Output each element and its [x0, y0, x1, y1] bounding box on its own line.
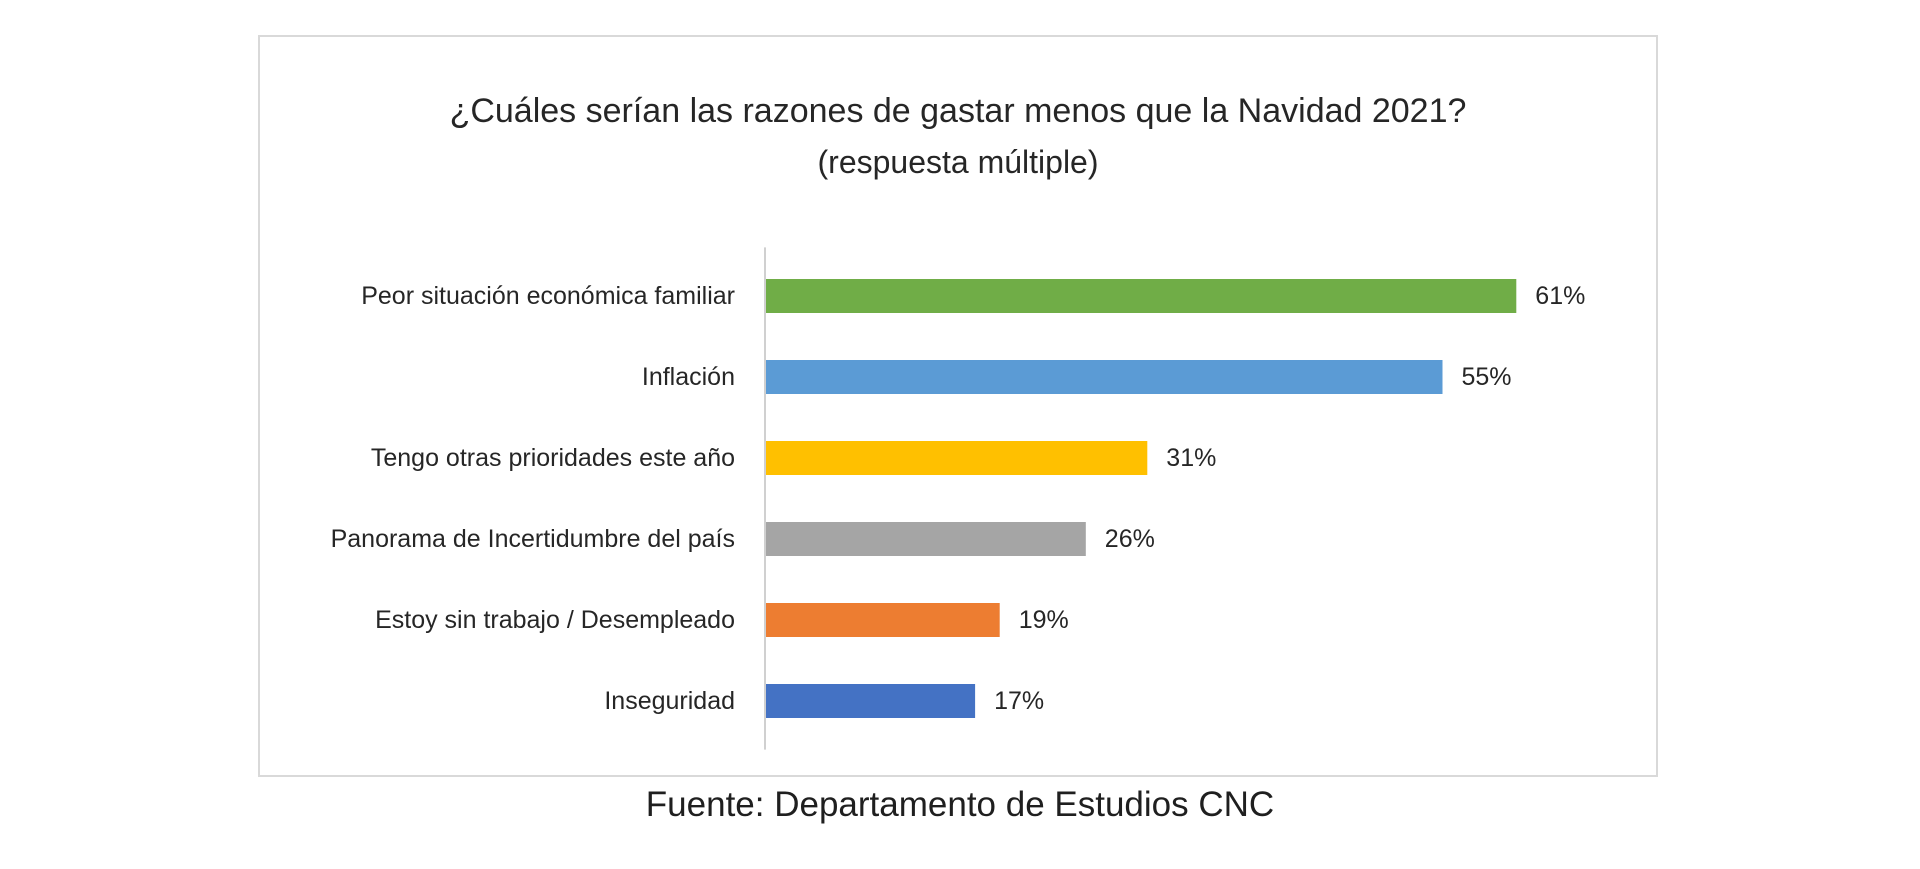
category-label: Inflación [642, 363, 735, 391]
category-label: Tengo otras prioridades este año [371, 444, 735, 472]
source-note: Fuente: Departamento de Estudios CNC [645, 785, 1275, 824]
category-label: Panorama de Incertidumbre del país [331, 525, 735, 553]
bar [766, 441, 1148, 475]
data-label: 17% [994, 687, 1044, 715]
category-label: Peor situación económica familiar [361, 282, 735, 310]
bar [766, 522, 1086, 556]
chart-subtitle: (respuesta múltiple) [817, 144, 1099, 180]
bar [766, 279, 1517, 313]
data-label: 19% [1019, 606, 1069, 634]
chart-frame: ¿Cuáles serían las razones de gastar men… [258, 35, 1658, 777]
bars-group: Peor situación económica familiar 61% Infl… [331, 279, 1585, 718]
data-label: 61% [1535, 282, 1585, 310]
data-label: 26% [1105, 525, 1155, 553]
chart-title: ¿Cuáles serían las razones de gastar men… [449, 92, 1467, 130]
data-label: 31% [1166, 444, 1216, 472]
category-label: Inseguridad [604, 687, 735, 715]
bar [766, 360, 1443, 394]
bar [766, 603, 1000, 637]
bar [766, 684, 976, 718]
category-label: Estoy sin trabajo / Desempleado [375, 606, 735, 634]
data-label: 55% [1462, 363, 1512, 391]
